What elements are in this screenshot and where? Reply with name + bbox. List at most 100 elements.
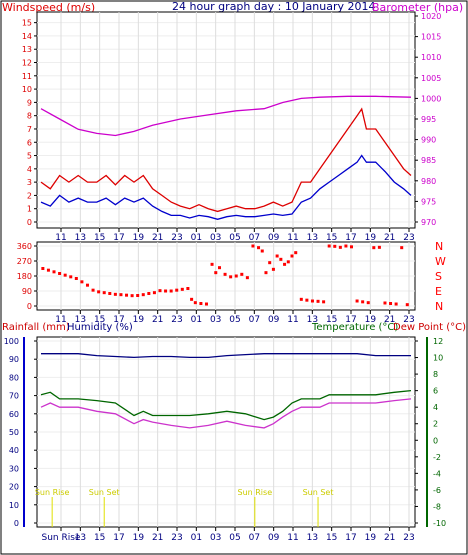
y-tick-label: 2 <box>433 420 438 429</box>
direction-point <box>400 246 404 250</box>
y-tick-label: -8 <box>433 502 441 511</box>
windspeed-label: Windspeed (m/s) <box>2 1 95 14</box>
wind-gust-line <box>40 107 412 213</box>
compass-label: E <box>435 285 442 298</box>
x-tick-label: 23 <box>171 533 182 543</box>
x-tick-label: 13 <box>75 315 86 325</box>
x-tick-label: 11 <box>55 233 66 243</box>
humidity-panel-grid <box>37 337 415 527</box>
x-tick-label: 07 <box>249 315 260 325</box>
x-tick-label: 01 <box>191 233 202 243</box>
direction-point <box>234 274 238 278</box>
dewpoint-legend: Dew Point (°C) <box>393 322 466 333</box>
direction-point <box>240 272 244 276</box>
y-tick-label: 10 <box>433 354 443 363</box>
direction-point <box>257 246 261 250</box>
direction-point <box>283 262 287 266</box>
direction-point <box>217 266 221 270</box>
direction-point <box>355 299 359 303</box>
direction-point <box>69 275 73 279</box>
x-tick-label: 17 <box>345 533 356 543</box>
x-tick-label: 01 <box>191 315 202 325</box>
wind-x-axis: 11 13 15 17 19 21 23 01 03 05 07 09 11 13 15 17 19 21 23 <box>55 228 415 243</box>
compass-label: N <box>435 300 443 313</box>
direction-point <box>229 275 233 279</box>
direction-point <box>125 293 129 297</box>
y-tick-label: 20 <box>9 483 19 492</box>
y-tick-label: -10 <box>433 519 446 528</box>
direction-point <box>147 292 151 295</box>
y-tick-label: 90 <box>9 355 19 364</box>
x-tick-label: 07 <box>249 533 260 543</box>
x-tick-label: 11 <box>55 315 66 325</box>
direction-point <box>180 287 184 291</box>
y-tick-label: 980 <box>421 177 436 186</box>
y-tick-label: 1000 <box>421 94 441 103</box>
x-tick-label: 11 <box>287 233 298 243</box>
x-tick-label: 21 <box>384 233 395 243</box>
sun-event-label: Sun Set <box>89 488 120 497</box>
y-tick-label: 2 <box>27 191 32 200</box>
y-tick-label: 4 <box>27 165 32 174</box>
direction-point <box>63 273 67 277</box>
x-tick-label: 13 <box>307 533 318 543</box>
x-tick-label: 19 <box>133 233 145 243</box>
y-tick-label: 985 <box>421 156 436 165</box>
direction-point <box>251 244 255 248</box>
x-tick-label: 23 <box>171 233 182 243</box>
x-tick-label: 07 <box>249 233 260 243</box>
y-tick-label: 3 <box>27 178 32 187</box>
direction-point <box>119 293 123 297</box>
direction-point <box>190 297 194 301</box>
direction-point <box>130 294 134 298</box>
direction-point <box>405 303 409 307</box>
direction-point <box>361 300 365 304</box>
direction-point <box>193 301 197 305</box>
x-tick-label: 13 <box>307 233 318 243</box>
y-tick-label: 12 <box>433 337 443 346</box>
direction-point <box>344 244 348 248</box>
direction-point <box>97 290 101 294</box>
y-tick-label: -2 <box>433 453 441 462</box>
humidity-series <box>40 353 412 429</box>
y-tick-label: 90 <box>22 287 32 296</box>
direction-point <box>383 301 387 305</box>
temperature-y-axis: -10 -8 -6 -4 -2 0 2 4 6 8 10 12 <box>415 337 446 528</box>
x-tick-label: 23 <box>403 315 414 325</box>
direction-point <box>214 271 218 275</box>
x-tick-label: 17 <box>345 315 356 325</box>
y-tick-label: 7 <box>27 125 32 134</box>
x-tick-label: 21 <box>384 533 395 543</box>
x-tick-label: 17 <box>113 233 124 243</box>
temperature-legend: Temperature (°C) <box>311 322 398 333</box>
x-tick-label: 15 <box>94 533 105 543</box>
direction-point <box>80 280 84 284</box>
y-tick-label: 70 <box>9 392 19 401</box>
direction-point <box>294 251 298 255</box>
sun-events: Sun Rise Sun Set Sun Rise Sun Set <box>35 488 333 527</box>
direction-point <box>260 249 264 253</box>
compass-label: N <box>435 240 443 253</box>
x-tick-label: 19 <box>133 533 145 543</box>
direction-point <box>333 244 337 248</box>
direction-point <box>310 299 314 303</box>
direction-point <box>186 287 190 290</box>
x-tick-label: 21 <box>384 315 395 325</box>
x-tick-label: 19 <box>133 315 145 325</box>
x-tick-label: 03 <box>210 533 221 543</box>
humidity-y-axis: 0 10 20 30 40 50 60 70 80 90 100 <box>4 337 37 528</box>
direction-point <box>46 268 50 272</box>
direction-point <box>268 261 272 265</box>
direction-point <box>322 300 326 304</box>
y-tick-label: 50 <box>9 428 19 437</box>
direction-point <box>327 244 331 248</box>
direction-point <box>223 272 227 276</box>
direction-point <box>350 245 354 249</box>
y-tick-label: 40 <box>9 446 19 455</box>
y-tick-label: 0 <box>14 519 19 528</box>
x-tick-label: 15 <box>94 315 105 325</box>
direction-x-axis: 11 13 15 17 19 21 23 01 03 05 07 09 11 13 15 17 19 21 23 <box>55 310 415 325</box>
